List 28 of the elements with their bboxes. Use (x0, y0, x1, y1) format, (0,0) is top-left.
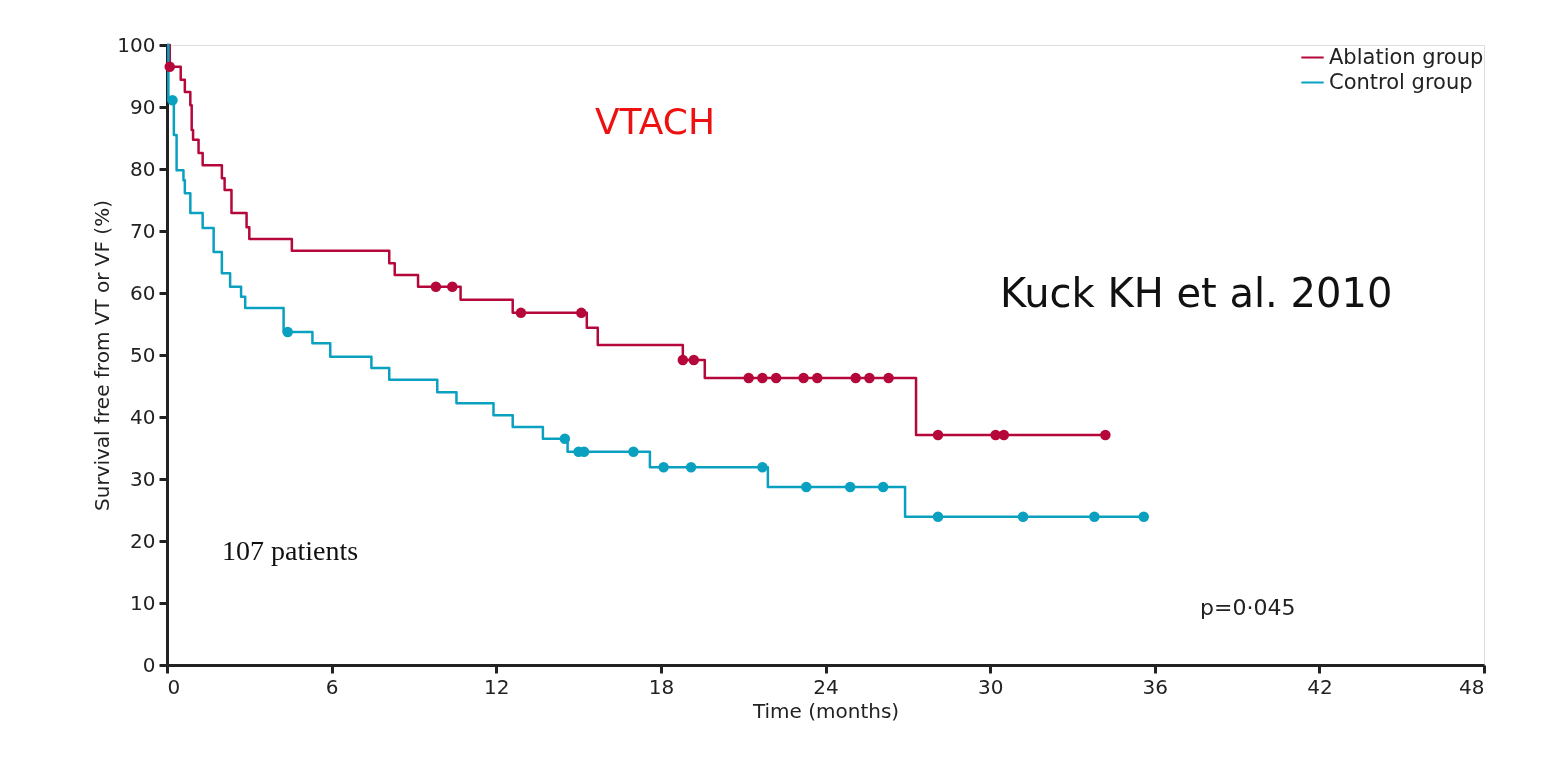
x-tick-label: 30 (977, 674, 1004, 699)
annotation: 107 patients (222, 535, 359, 566)
y-tick-label: 30 (130, 466, 156, 491)
x-tick-label: 48 (1459, 674, 1485, 699)
x-axis-title: Time (months) (751, 698, 900, 723)
y-tick-label: 70 (130, 218, 156, 243)
y-tick-label: 0 (142, 652, 156, 677)
y-tick-label: 60 (130, 280, 156, 305)
annotation: Kuck KH et al. 2010 (1000, 270, 1393, 316)
x-tick-label: 36 (1142, 674, 1168, 699)
y-tick-label: 50 (130, 342, 156, 367)
y-tick-label: 40 (130, 404, 156, 429)
y-axis-title: Survival free from VT or VF (%) (90, 200, 115, 511)
x-tick-label: 42 (1307, 674, 1333, 699)
y-tick-label: 20 (130, 528, 156, 553)
x-tick-label: 18 (648, 674, 675, 699)
x-tick-label: 12 (484, 674, 510, 699)
x-tick-label: 0 (167, 674, 181, 699)
annotation: VTACH (594, 101, 716, 142)
x-tick-label: 6 (325, 674, 339, 699)
y-tick-label: 90 (130, 94, 156, 119)
y-tick-label: 100 (117, 32, 156, 57)
x-tick-label: 24 (813, 674, 839, 699)
annotation: p=0·045 (1200, 595, 1296, 620)
legend-label: Control group (1329, 69, 1473, 94)
legend-label: Ablation group (1329, 44, 1484, 69)
y-tick-label: 80 (130, 156, 156, 181)
y-tick-label: 10 (130, 590, 156, 615)
